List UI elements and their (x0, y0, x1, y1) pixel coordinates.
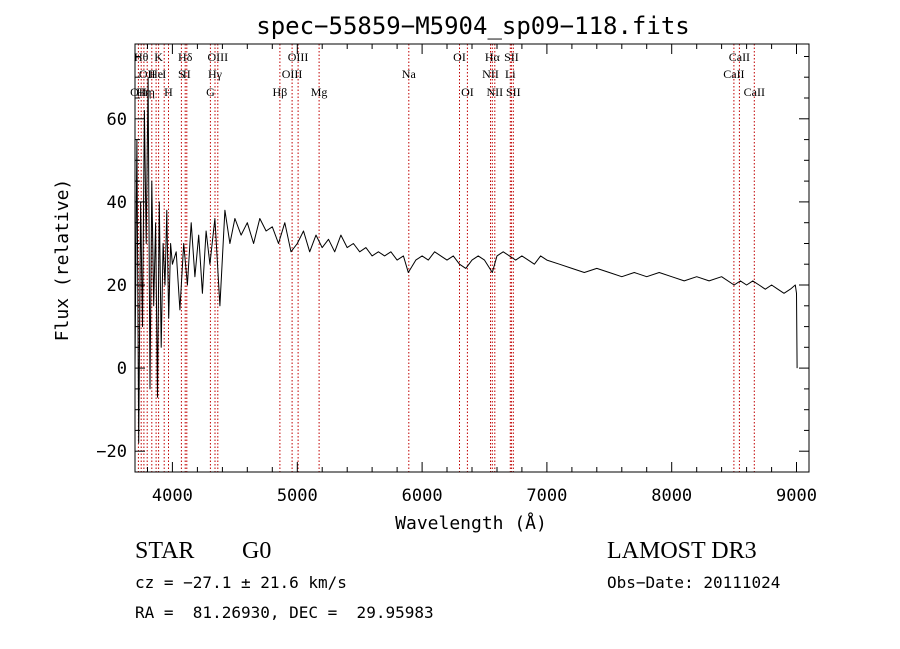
line-label-21: OI (461, 85, 474, 99)
line-label-23: Hα (485, 50, 501, 64)
y-tick-label: 40 (107, 193, 127, 213)
line-label-14: OIII (207, 50, 228, 64)
redshift-readout: cz = −27.1 ± 21.6 km/s (135, 573, 347, 592)
x-tick-label: 5000 (277, 486, 318, 506)
line-label-17: OIII (288, 50, 309, 64)
line-label-27: SII (506, 85, 521, 99)
line-label-24: NII (486, 85, 503, 99)
line-label-0: OII (130, 85, 147, 99)
flux-line (134, 76, 798, 444)
line-label-1: Hθ (134, 50, 149, 64)
line-label-26: SII (504, 50, 519, 64)
line-label-7: I (162, 67, 166, 81)
line-label-5: He (149, 67, 163, 81)
survey-name: LAMOST DR3 (607, 538, 757, 564)
line-label-19: Na (402, 67, 417, 81)
line-label-9: S (178, 67, 185, 81)
x-tick-label: 7000 (526, 486, 567, 506)
line-label-18: Mg (311, 85, 328, 99)
spectral-line-labels: OIIHθHηOIIηHeKIHSHδIIGHγOIIIHβOIIIOIIIMg… (130, 50, 765, 99)
line-label-13: Hγ (208, 67, 223, 81)
line-label-4: η (149, 85, 155, 99)
line-label-16: OIII (282, 67, 303, 81)
coordinates: RA = 81.26930, DEC = 29.95983 (135, 603, 434, 622)
x-tick-label: 4000 (152, 486, 193, 506)
line-label-22: NII (482, 67, 499, 81)
object-class: STAR (135, 538, 195, 564)
line-label-25: Li (505, 67, 516, 81)
x-tick-label: 8000 (651, 486, 692, 506)
line-label-6: K (154, 50, 163, 64)
y-tick-label: 0 (117, 359, 127, 379)
object-subclass: G0 (242, 538, 272, 564)
line-label-12: G (206, 85, 215, 99)
line-label-8: H (164, 85, 173, 99)
y-axis-ticks: −20 0 20 40 60 (96, 56, 809, 473)
line-label-28: CaII (723, 67, 744, 81)
y-tick-label: 60 (107, 110, 127, 130)
line-label-29: CaII (729, 50, 750, 64)
line-label-15: Hβ (273, 85, 288, 99)
x-axis-ticks: 4000 5000 6000 7000 8000 9000 (147, 44, 817, 506)
x-axis-label: Wavelength (Å) (395, 512, 547, 534)
spectral-line-markers (137, 44, 755, 472)
y-tick-label: 20 (107, 276, 127, 296)
y-tick-label: −20 (96, 442, 127, 462)
x-tick-label: 9000 (776, 486, 817, 506)
line-label-30: CaII (744, 85, 765, 99)
plot-frame (134, 43, 810, 473)
line-label-20: OI (453, 50, 466, 64)
flux-series (134, 76, 798, 444)
y-axis-label: Flux (relative) (52, 179, 73, 342)
x-tick-label: 6000 (402, 486, 443, 506)
line-label-11: II (183, 67, 191, 81)
obs-date: Obs−Date: 20111024 (607, 573, 781, 592)
chart-title: spec−55859−M5904_sp09−118.fits (256, 12, 689, 40)
line-label-10: Hδ (178, 50, 193, 64)
line-label-3: OII (139, 67, 156, 81)
